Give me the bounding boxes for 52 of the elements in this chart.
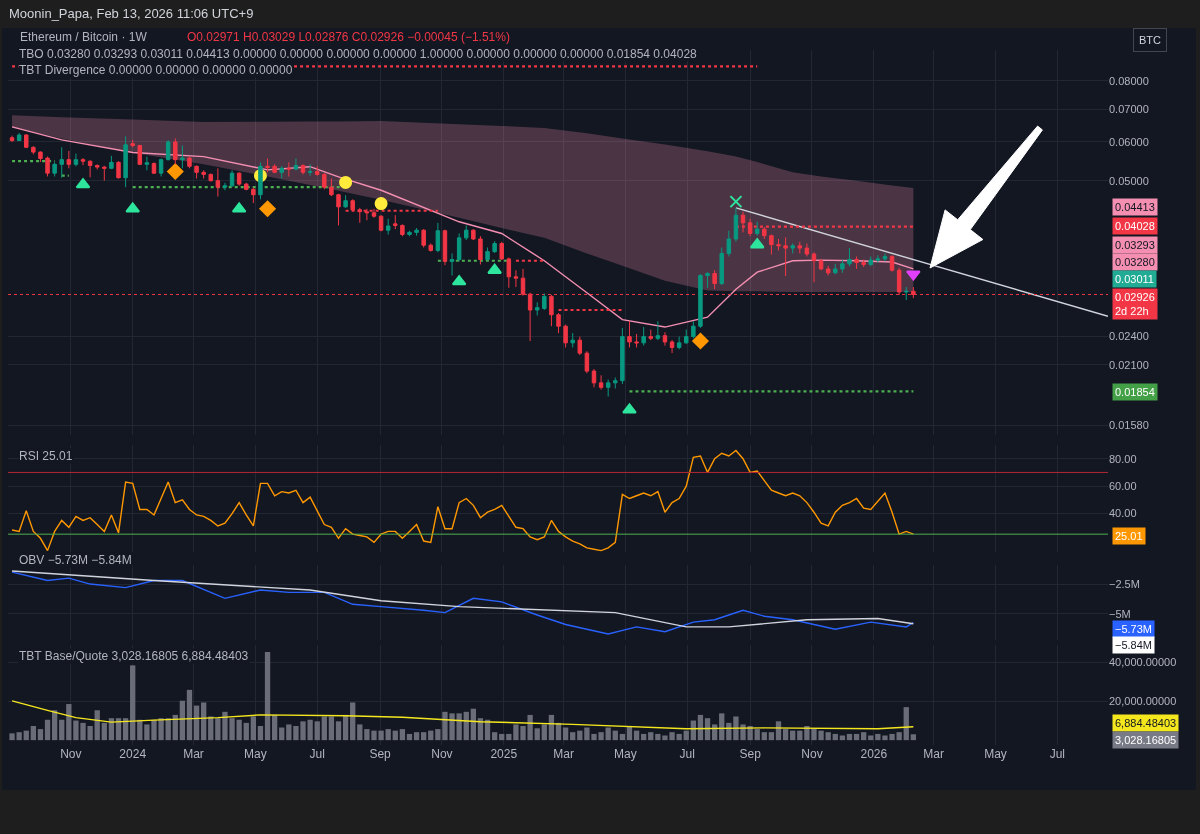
x-tick-label: May (244, 747, 267, 761)
x-tick-label: Sep (739, 747, 762, 761)
x-tick-label: Mar (183, 747, 204, 761)
annotation: OBV −5.73M −5.84M (19, 553, 132, 567)
x-tick-label: Jul (309, 747, 325, 761)
annotation: TBO 0.03280 0.03293 0.03011 0.04413 0.00000 0.00000 0.00000 0.00000 1.00000 0.00000 0.00000 0.00000 0.01854 0.04028 (19, 47, 698, 61)
chart-title: Ethereum / Bitcoin · 1W (20, 30, 148, 44)
y-tick-label: −2.5M (1109, 577, 1140, 590)
x-tick-label: Mar (553, 747, 574, 761)
annotation: RSI 25.01 (19, 449, 73, 463)
y-tick-label: 0.05000 (1109, 174, 1149, 187)
y-tick-label: 0.06000 (1109, 135, 1149, 148)
x-tick-label: 2025 (490, 747, 518, 761)
x-tick-label: Nov (60, 747, 82, 761)
text: 6,884.48403 (1115, 717, 1177, 729)
text: 3,028.16805 (1115, 734, 1177, 746)
text: 0.01854 (1115, 386, 1155, 398)
text: 0.04413 (1115, 201, 1155, 213)
x-tick-label: Jul (1049, 747, 1065, 761)
text: −5.84M (1115, 639, 1152, 651)
x-tick-label: Mar (923, 747, 944, 761)
x-tick-label: May (614, 747, 637, 761)
text: 0.02926 2d 22h (1115, 291, 1155, 318)
text: Moonin_Papa, Feb 13, 2026 11:06 UTC+9 (9, 6, 254, 21)
x-tick-label: Jul (679, 747, 695, 761)
y-tick-label: 60.00 (1109, 480, 1137, 492)
y-tick-label: 40.00 (1109, 507, 1137, 520)
x-tick-label: May (984, 747, 1007, 761)
y-tick-label: 40,000.00000 (1109, 656, 1177, 669)
x-tick-label: Sep (369, 747, 392, 761)
y-tick-label: −5M (1109, 607, 1131, 620)
text: 0.03280 (1115, 256, 1155, 268)
x-tick-label: 2026 (860, 747, 888, 761)
y-tick-label: 20,000.00000 (1109, 695, 1177, 708)
y-tick-label: 0.01580 (1109, 419, 1149, 432)
chart-subtitle: O0.02971 H0.03029 L0.02876 C0.02926 −0.00045 (−1.51%) (187, 30, 510, 44)
text: BTC (1139, 34, 1162, 46)
text: −5.73M (1115, 623, 1152, 635)
y-tick-label: 80.00 (1109, 452, 1137, 465)
x-tick-label: Nov (431, 747, 453, 761)
text: 0.04028 (1115, 220, 1155, 232)
x-tick-label: 2024 (119, 747, 147, 761)
y-tick-label: 0.02100 (1109, 358, 1149, 371)
text: 25.01 (1115, 530, 1143, 542)
y-tick-label: 0.07000 (1109, 103, 1149, 116)
text: 0.03011 (1115, 273, 1154, 285)
y-tick-label: 0.08000 (1109, 74, 1149, 87)
text: 0.03293 (1115, 239, 1155, 251)
x-tick-label: Nov (801, 747, 823, 761)
annotation: TBT Base/Quote 3,028.16805 6,884.48403 (19, 649, 249, 663)
annotation: TBT Divergence 0.00000 0.00000 0.00000 0.00000 (19, 63, 293, 77)
y-tick-label: 0.02400 (1109, 330, 1149, 343)
